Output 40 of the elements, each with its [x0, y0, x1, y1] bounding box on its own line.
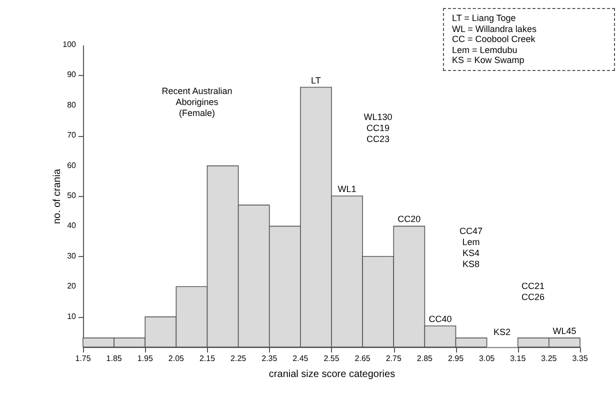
x-tick-label: 3.25 [541, 354, 558, 363]
annotation: CC21 CC26 [521, 281, 545, 302]
y-axis-title: no. of crania [52, 168, 63, 224]
annotation: KS2 [493, 327, 511, 337]
x-tick-label: 2.45 [292, 354, 309, 363]
annotation: CC47 Lem KS4 KS8 [459, 226, 483, 269]
y-tick-label: 80 [67, 100, 77, 110]
key-box: LT = Liang Toge WL = Willandra lakes CC = Coobool Creek Lem = Lemdubu KS = Kow Swamp [443, 8, 615, 70]
y-tick-label: 50 [67, 191, 77, 200]
x-axis-title: cranial size score categories [268, 369, 396, 380]
y-tick-label: 20 [67, 282, 77, 291]
x-tick-label: 2.75 [386, 354, 402, 363]
annotation: CC40 [428, 314, 452, 324]
x-tick-label: 1.85 [106, 354, 122, 363]
annotation: WL45 [552, 326, 576, 336]
x-tick-label: 2.85 [416, 354, 434, 363]
y-tick-label: 70 [67, 130, 77, 140]
annotation: LT [311, 75, 322, 86]
y-tick-label: 90 [67, 70, 77, 80]
x-tick-label: 3.05 [479, 354, 496, 363]
x-tick-label: 2.05 [168, 354, 185, 363]
y-tick-label: 30 [67, 251, 77, 260]
annotation: CC20 [398, 214, 421, 224]
x-tick-label: 2.25 [230, 354, 247, 363]
x-tick-label: 1.95 [137, 354, 154, 363]
annotation: Recent Australian Aborigines (Female) [162, 86, 232, 118]
x-tick-label: 1.75 [75, 354, 92, 363]
annotation: WL1 [338, 184, 356, 194]
y-tick-label: 40 [67, 221, 77, 230]
y-tick-label: 60 [67, 160, 77, 170]
x-tick-label: 3.15 [510, 354, 526, 363]
x-tick-label: 2.65 [354, 354, 371, 363]
y-tick-label: 10 [67, 312, 77, 321]
x-tick-label: 3.35 [572, 354, 588, 363]
y-tick-label: 100 [62, 40, 77, 49]
x-tick-label: 2.55 [324, 354, 340, 363]
annotation: WL130 CC19 CC23 [364, 112, 392, 144]
x-tick-label: 2.35 [262, 354, 278, 363]
x-tick-label: 2.15 [199, 354, 216, 363]
x-tick-label: 2.95 [448, 354, 464, 363]
